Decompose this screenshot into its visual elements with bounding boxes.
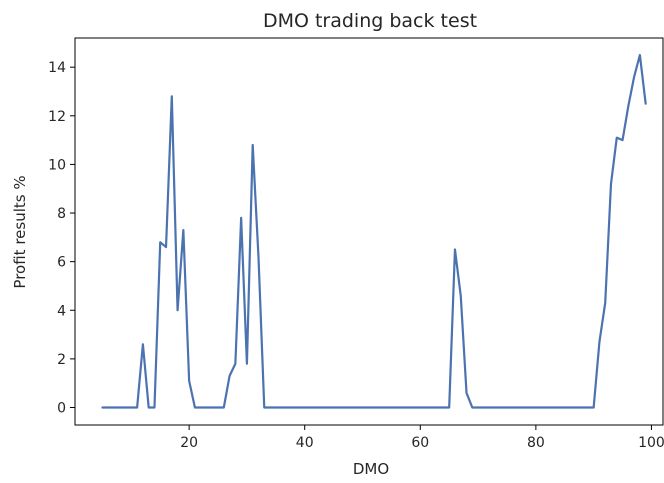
x-tick-label: 80 — [527, 435, 545, 451]
x-tick-label: 60 — [411, 435, 429, 451]
x-tick-label: 20 — [180, 435, 198, 451]
plot-area-frame — [74, 37, 664, 426]
y-tick-label: 8 — [57, 206, 66, 222]
y-tick-label: 10 — [48, 157, 66, 173]
y-axis: 0 2 4 6 8 10 12 14 — [48, 60, 75, 416]
y-tick-label: 2 — [57, 352, 66, 368]
chart-title: DMO trading back test — [263, 10, 477, 32]
profit-line — [101, 53, 647, 409]
y-tick-label: 4 — [57, 303, 66, 319]
x-tick-label: 100 — [638, 435, 664, 451]
y-tick-label: 14 — [48, 60, 66, 76]
y-tick-label: 12 — [48, 109, 66, 125]
y-axis-label: Profit results % — [11, 175, 29, 288]
x-axis-label: DMO — [353, 460, 389, 478]
x-axis: 20 40 60 80 100 — [180, 425, 664, 451]
x-tick-label: 40 — [296, 435, 314, 451]
y-tick-label: 6 — [57, 255, 66, 271]
y-tick-label: 0 — [57, 400, 66, 416]
